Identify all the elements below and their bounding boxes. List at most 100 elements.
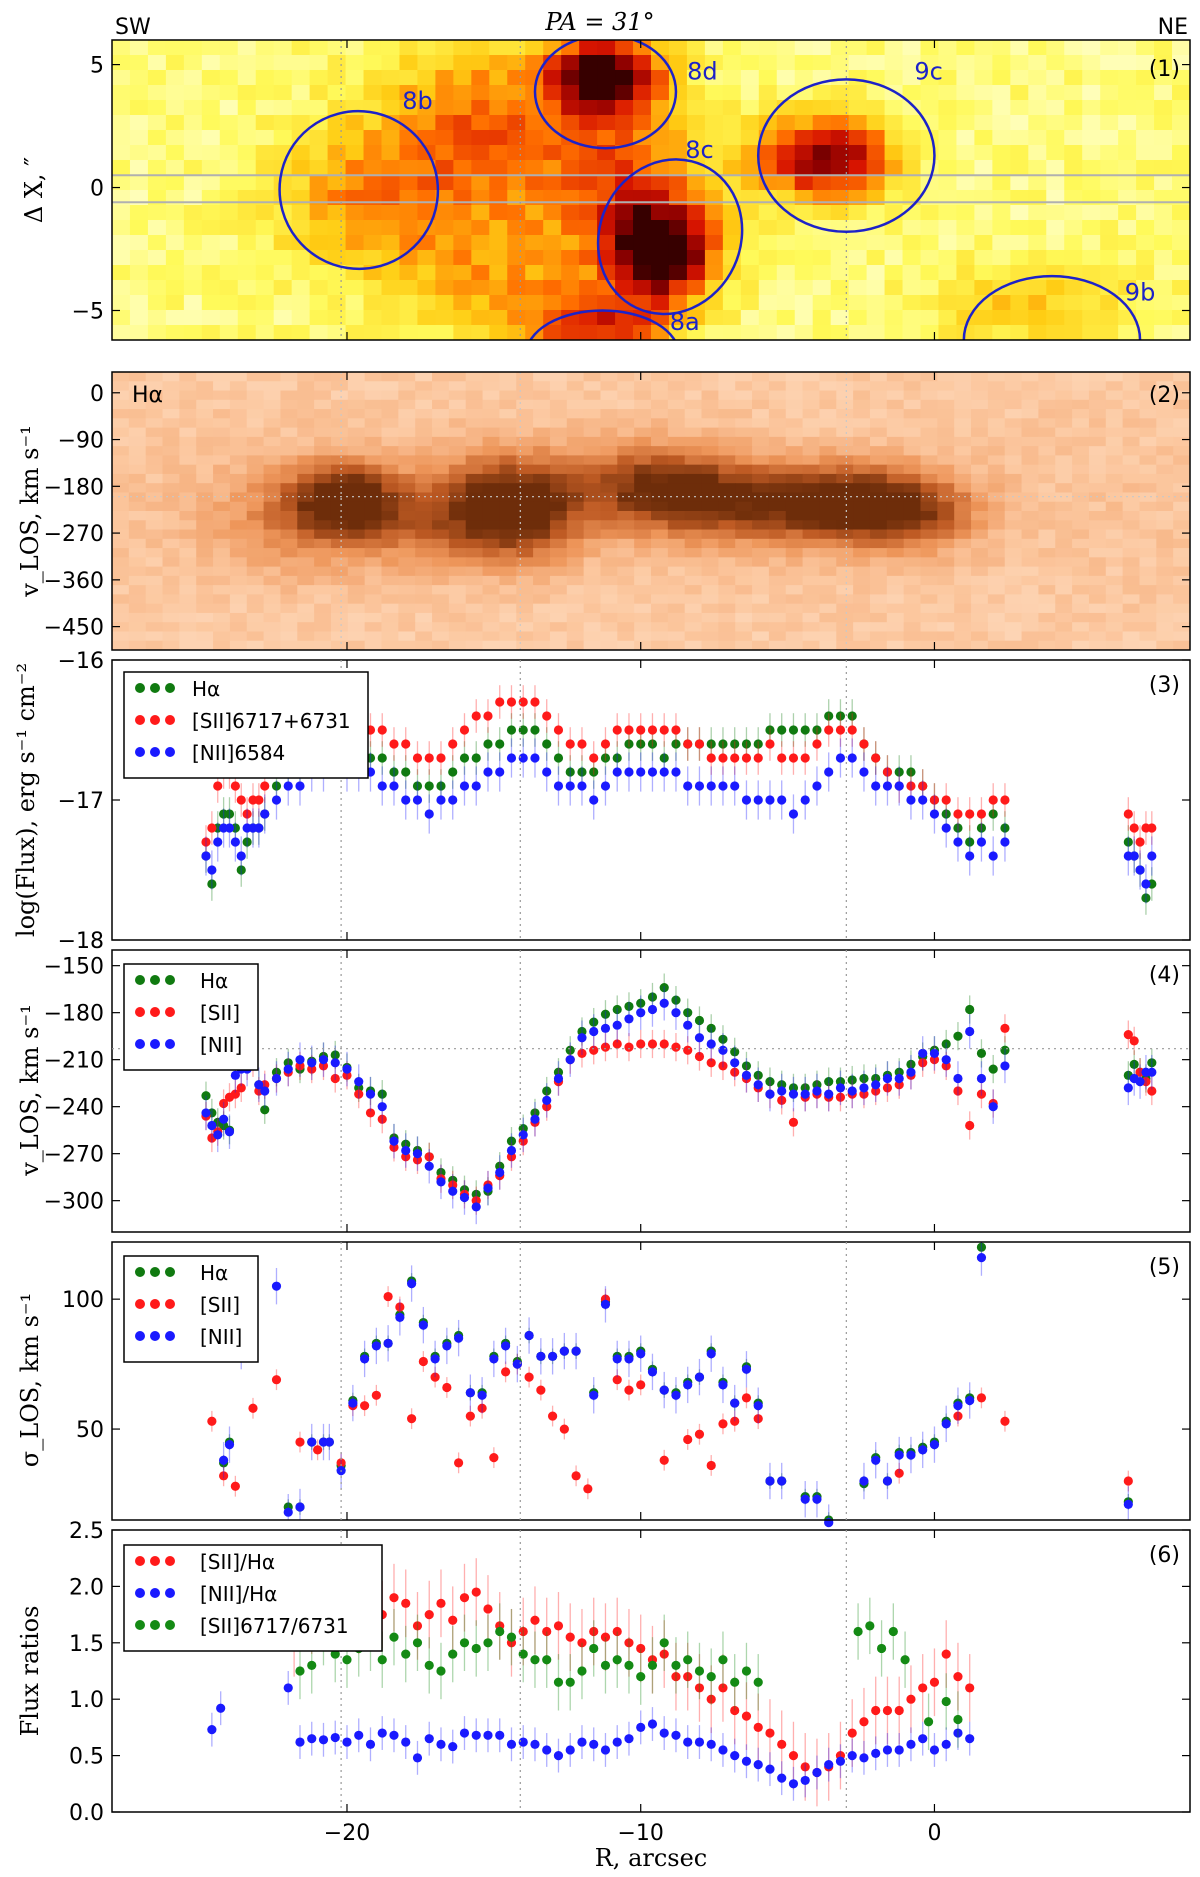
pv-pixel (735, 399, 753, 410)
pv-pixel (1004, 455, 1023, 466)
pv-pixel (196, 585, 214, 595)
map-pixel (722, 55, 742, 71)
pv-pixel (785, 612, 804, 623)
map-pixel (1082, 40, 1101, 56)
pv-pixel (802, 501, 821, 512)
map-pixel (776, 115, 796, 131)
pv-pixel (246, 372, 265, 382)
pv-pixel (701, 557, 719, 568)
data-point (424, 809, 434, 819)
map-pixel (1118, 175, 1137, 191)
map-pixel (740, 205, 760, 221)
pv-pixel (246, 594, 265, 605)
data-point (360, 1354, 370, 1364)
pv-pixel (297, 464, 315, 475)
map-pixel (417, 160, 436, 176)
pv-pixel (314, 622, 332, 633)
map-pixel (920, 40, 940, 56)
pv-pixel (314, 631, 332, 642)
map-pixel (830, 145, 850, 161)
pv-pixel (364, 640, 383, 650)
pv-pixel (768, 399, 787, 410)
data-point (518, 1626, 528, 1637)
pv-pixel (667, 446, 686, 456)
map-pixel (776, 295, 796, 311)
map-pixel (417, 265, 436, 281)
data-point (471, 781, 481, 791)
pv-pixel (499, 483, 517, 494)
map-pixel (794, 265, 814, 281)
pv-pixel (246, 473, 265, 484)
pv-pixel (1122, 399, 1141, 410)
pv-pixel (448, 483, 467, 494)
pv-pixel (482, 372, 500, 382)
map-pixel (1118, 280, 1137, 296)
map-pixel (938, 175, 958, 191)
pv-pixel (162, 594, 180, 605)
pv-pixel (1156, 492, 1174, 503)
pv-pixel (549, 418, 568, 429)
data-point (216, 1703, 226, 1713)
map-pixel (112, 220, 131, 236)
pv-pixel (280, 381, 298, 392)
pv-pixel (1004, 372, 1023, 382)
data-point (213, 781, 223, 791)
map-pixel (129, 175, 149, 191)
pv-pixel (903, 594, 922, 605)
pv-pixel (651, 557, 669, 568)
pv-pixel (987, 501, 1006, 512)
map-pixel (1064, 145, 1083, 161)
legend-markers (135, 683, 175, 757)
pv-pixel (886, 575, 905, 586)
map-pixel (884, 220, 904, 236)
map-pixel (579, 205, 598, 221)
map-pixel (507, 235, 526, 251)
pv-pixel (314, 372, 332, 382)
map-pixel (812, 235, 832, 251)
pv-pixel (128, 464, 147, 475)
pv-pixel (600, 418, 618, 429)
data-point (671, 1672, 681, 1682)
pv-pixel (297, 399, 315, 410)
pv-pixel (196, 501, 214, 512)
map-pixel (668, 145, 688, 161)
pv-pixel (347, 372, 366, 382)
pv-pixel (314, 529, 332, 540)
pv-pixel (330, 529, 349, 540)
pv-pixel (684, 372, 703, 382)
pv-pixel (600, 566, 618, 577)
pv-pixel (432, 585, 450, 595)
map-pixel (686, 220, 706, 236)
pv-pixel (1173, 492, 1190, 503)
data-point (577, 1033, 587, 1043)
pv-pixel (1021, 409, 1039, 419)
pv-pixel (432, 409, 450, 419)
pv-pixel (128, 409, 147, 419)
pv-pixel (971, 557, 989, 568)
pv-pixel (213, 381, 231, 392)
pv-pixel (853, 631, 871, 642)
map-pixel (758, 40, 778, 56)
data-point (777, 1739, 787, 1749)
map-pixel (1172, 175, 1190, 191)
legend-marker (150, 747, 160, 757)
pv-pixel (229, 511, 248, 521)
pv-pixel (314, 399, 332, 410)
pv-pixel (516, 501, 534, 512)
data-point (395, 1312, 405, 1322)
pv-pixel (903, 436, 922, 447)
pv-pixel (297, 427, 315, 438)
pv-pixel (1139, 455, 1157, 466)
pv-pixel (1055, 492, 1073, 503)
map-pixel (651, 175, 670, 191)
pv-pixel (1038, 603, 1056, 614)
pv-pixel (1038, 557, 1056, 568)
map-pixel (884, 145, 904, 161)
map-pixel (543, 205, 562, 221)
map-pixel (902, 100, 922, 116)
pv-pixel (516, 548, 534, 558)
map-pixel (561, 55, 580, 71)
pv-pixel (1038, 631, 1056, 642)
pv-pixel (516, 427, 534, 438)
data-point (923, 1717, 934, 1727)
